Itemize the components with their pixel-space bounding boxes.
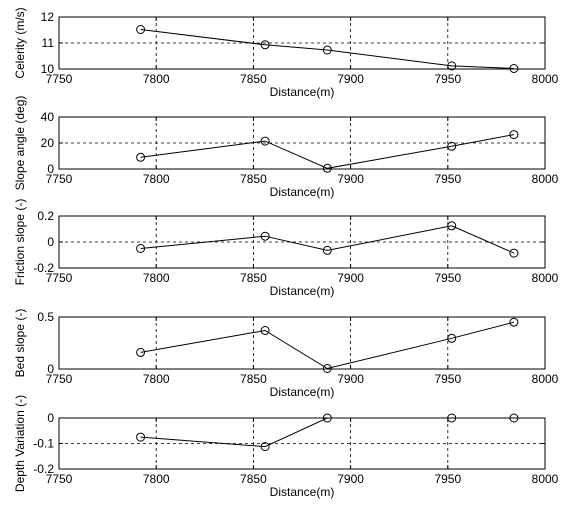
data-point [447, 61, 457, 71]
data-point [136, 347, 146, 357]
x-axis-label: Distance(m) [270, 385, 335, 399]
data-point [509, 248, 519, 258]
data-point [322, 413, 332, 423]
data-point [447, 413, 457, 423]
x-tick-label: 7800 [143, 271, 170, 285]
y-axis-label: Depth Variation (-) [13, 395, 27, 492]
y-tick-label: -0.1 [33, 437, 54, 451]
x-tick-label: 7850 [240, 172, 267, 186]
x-tick-label: 7950 [434, 372, 461, 386]
x-tick-label: 7800 [143, 372, 170, 386]
x-axis-label: Distance(m) [270, 485, 335, 499]
x-tick-label: 7850 [240, 372, 267, 386]
x-tick-label: 7800 [143, 72, 170, 86]
x-tick-label: 7750 [46, 271, 73, 285]
x-tick-label: 8000 [532, 372, 559, 386]
x-tick-label: 7850 [240, 271, 267, 285]
data-point [260, 136, 270, 146]
y-tick-label: 0 [47, 362, 54, 376]
y-tick-label: 40 [41, 110, 55, 124]
x-tick-label: 8000 [532, 271, 559, 285]
x-tick-label: 7850 [240, 72, 267, 86]
subplot-4: 7750 7800 7850 7900 7950 8000 0 0.5 Distance(m) B… [13, 309, 559, 399]
x-tick-label: 7950 [434, 72, 461, 86]
x-tick-label: 7750 [46, 172, 73, 186]
y-axis-label: Friction slope (-) [13, 199, 27, 286]
x-tick-label: 7900 [337, 172, 364, 186]
x-tick-label: 7900 [337, 472, 364, 486]
x-tick-label: 7850 [240, 472, 267, 486]
y-tick-label: 0.2 [37, 209, 54, 223]
series-line [140, 225, 515, 254]
x-tick-label: 7950 [434, 172, 461, 186]
x-tick-label: 8000 [532, 472, 559, 486]
data-point [509, 317, 519, 327]
y-axis-label: Slope angle (deg) [13, 96, 27, 191]
x-tick-label: 7750 [46, 372, 73, 386]
y-axis-label: Celerity (m/s) [13, 7, 27, 78]
series-line [140, 321, 515, 370]
y-tick-label: 20 [41, 136, 55, 150]
y-tick-label: 0 [47, 411, 54, 425]
x-axis-label: Distance(m) [270, 284, 335, 298]
data-point [136, 244, 146, 253]
y-tick-label: 0 [47, 162, 54, 176]
x-tick-label: 8000 [532, 172, 559, 186]
data-point [447, 333, 457, 343]
data-point [322, 364, 332, 373]
y-tick-label: -0.2 [33, 261, 54, 275]
data-point [447, 141, 457, 151]
subplot-2: 7750 7800 7850 7900 7950 8000 0 20 40 Distance(m)… [13, 96, 559, 199]
data-point [447, 221, 457, 231]
data-point [322, 245, 332, 255]
x-tick-label: 7900 [337, 271, 364, 285]
axes-box [58, 316, 546, 370]
subplot-5: 7750 7800 7850 7900 7950 8000 -0.2 -0.1 0 Distanc… [13, 395, 559, 499]
y-tick-label: 11 [42, 36, 55, 50]
data-point [260, 442, 270, 452]
series-line [140, 417, 514, 448]
y-axis-label: Bed slope (-) [13, 309, 27, 378]
x-tick-label: 7750 [46, 72, 73, 86]
data-point [136, 432, 146, 442]
data-point [322, 45, 332, 55]
data-point [260, 40, 270, 50]
data-point [509, 64, 519, 73]
subplot-3: 7750 7800 7850 7900 7950 8000 -0.2 0 0.2 Distance… [13, 199, 559, 298]
y-tick-label: 12 [41, 10, 55, 24]
x-tick-label: 7800 [143, 172, 170, 186]
y-tick-label: 10 [41, 62, 55, 76]
data-point [509, 130, 519, 140]
series-line [140, 134, 514, 169]
data-point [322, 163, 332, 173]
data-point [136, 152, 146, 162]
x-tick-label: 7950 [434, 271, 461, 285]
series-line [140, 29, 514, 69]
y-tick-label: -0.2 [33, 462, 54, 476]
x-tick-label: 7900 [337, 372, 364, 386]
y-tick-label: 0.5 [37, 310, 54, 324]
x-axis-label: Distance(m) [270, 85, 335, 99]
x-tick-label: 7800 [143, 472, 170, 486]
data-point [136, 25, 146, 34]
x-tick-label: 7950 [434, 472, 461, 486]
data-point [260, 231, 270, 241]
data-point [260, 326, 270, 335]
subplot-1: 7750 7800 7850 7900 7950 8000 10 11 12 Distance(m… [13, 7, 559, 99]
y-tick-label: 0 [47, 235, 54, 249]
x-tick-label: 8000 [532, 72, 559, 86]
x-tick-label: 7900 [337, 72, 364, 86]
x-tick-label: 7750 [46, 472, 73, 486]
data-point [509, 413, 519, 423]
x-axis-label: Distance(m) [270, 185, 335, 199]
